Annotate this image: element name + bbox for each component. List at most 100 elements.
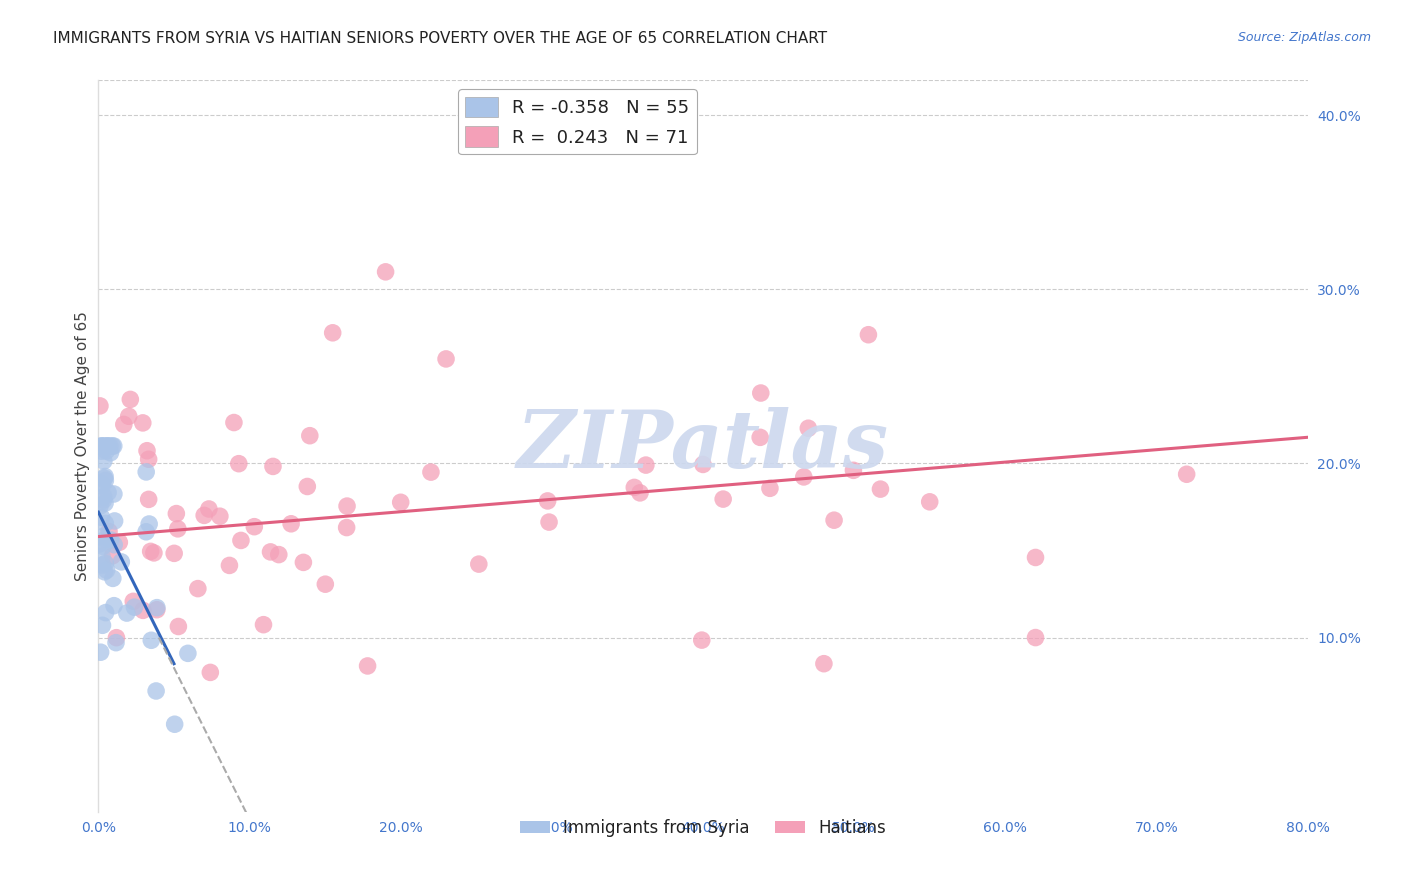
Point [90, 476, 112, 491]
Point [93, 490, 115, 504]
Point [93, 471, 115, 485]
Point [103, 538, 125, 552]
Point [1024, 550, 1046, 565]
Point [90, 549, 112, 563]
Point [690, 633, 713, 648]
Point [297, 479, 319, 493]
Point [136, 443, 159, 458]
Point [112, 417, 135, 432]
Point [94, 439, 117, 453]
Point [105, 635, 128, 649]
Point [292, 555, 315, 569]
Point [89, 537, 111, 551]
Point [93, 565, 115, 579]
Point [90, 645, 112, 659]
Point [165, 507, 187, 521]
Point [103, 439, 125, 453]
Point [759, 481, 782, 495]
Point [208, 509, 231, 524]
Text: ZIPatlas: ZIPatlas [517, 408, 889, 484]
Point [243, 519, 266, 533]
Point [163, 546, 186, 560]
Point [122, 594, 145, 608]
Point [94, 533, 117, 547]
Point [91, 618, 114, 632]
Point [97, 439, 120, 453]
Point [124, 600, 146, 615]
Point [91, 478, 114, 492]
Point [298, 428, 321, 442]
Point [267, 548, 290, 562]
Point [103, 487, 125, 501]
Point [166, 522, 188, 536]
Point [200, 665, 222, 680]
Point [132, 603, 155, 617]
Point [101, 549, 124, 563]
Point [97, 439, 120, 453]
Point [91, 540, 114, 554]
Point [322, 326, 344, 340]
Point [138, 452, 160, 467]
Point [91, 529, 114, 543]
Point [145, 684, 167, 698]
Point [623, 480, 645, 494]
Point [749, 430, 772, 444]
Point [142, 546, 165, 560]
Point [823, 513, 845, 527]
Point [374, 265, 396, 279]
Point [94, 469, 117, 483]
Legend: Immigrants from Syria, Haitians: Immigrants from Syria, Haitians [513, 813, 893, 844]
Point [711, 492, 734, 507]
Point [813, 657, 835, 671]
Point [138, 492, 160, 507]
Point [91, 558, 114, 572]
Point [132, 416, 155, 430]
Point [91, 439, 114, 453]
Point [94, 474, 117, 488]
Point [141, 633, 163, 648]
Point [101, 571, 124, 585]
Point [104, 514, 127, 528]
Point [163, 717, 186, 731]
Point [1175, 467, 1198, 482]
Point [749, 386, 772, 401]
Point [280, 516, 302, 531]
Point [90, 439, 112, 453]
Point [918, 495, 941, 509]
Text: Source: ZipAtlas.com: Source: ZipAtlas.com [1237, 31, 1371, 45]
Point [793, 470, 815, 484]
Point [100, 533, 122, 547]
Point [98, 524, 121, 539]
Point [356, 659, 378, 673]
Point [90, 439, 112, 453]
Point [858, 327, 880, 342]
Point [692, 458, 714, 472]
Point [538, 515, 561, 529]
Point [634, 458, 657, 472]
Point [90, 510, 112, 524]
Point [187, 582, 209, 596]
Point [146, 603, 169, 617]
Point [94, 496, 117, 510]
Point [135, 524, 157, 539]
Point [177, 646, 200, 660]
Y-axis label: Seniors Poverty Over the Age of 65: Seniors Poverty Over the Age of 65 [75, 311, 90, 581]
Point [869, 482, 891, 496]
Point [167, 619, 190, 633]
Point [314, 577, 336, 591]
Point [139, 544, 162, 558]
Point [97, 485, 120, 500]
Point [389, 495, 412, 509]
Point [228, 457, 250, 471]
Point [94, 557, 117, 571]
Point [259, 545, 281, 559]
Point [120, 392, 142, 407]
Point [94, 516, 117, 531]
Point [135, 465, 157, 479]
Point [842, 463, 865, 477]
Point [118, 409, 141, 424]
Point [98, 439, 121, 453]
Point [336, 499, 359, 513]
Point [218, 558, 240, 573]
Point [101, 439, 124, 453]
